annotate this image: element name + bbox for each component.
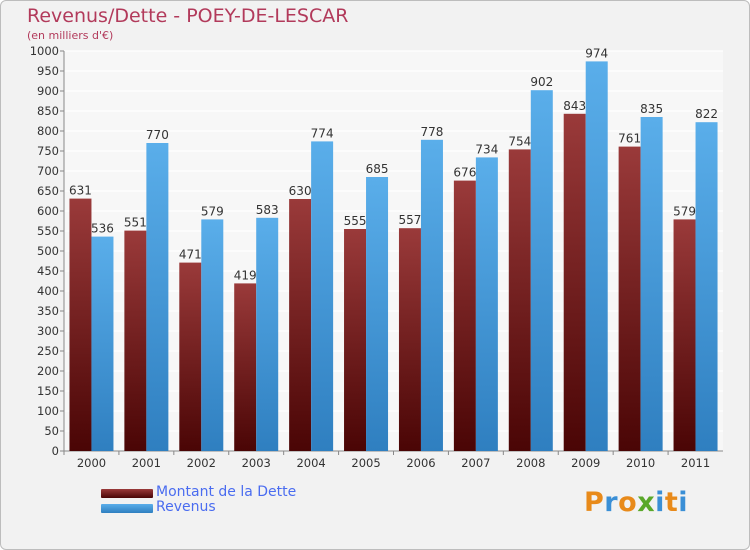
data-label-debt: 631 (69, 184, 92, 198)
bar-debt (124, 230, 147, 451)
chart-subtitle: (en milliers d'€) (27, 29, 114, 42)
bar-revenus (146, 143, 169, 451)
bar-debt (398, 228, 421, 451)
y-tick-label: 300 (37, 324, 59, 338)
x-tick-label: 2004 (296, 456, 325, 470)
data-label-revenus: 974 (585, 46, 608, 60)
data-label-debt: 754 (508, 134, 531, 148)
data-label-revenus: 579 (201, 204, 224, 218)
bar-revenus (201, 219, 224, 451)
bar-revenus (366, 177, 389, 451)
y-tick-label: 1000 (30, 44, 59, 58)
y-tick-label: 700 (37, 164, 59, 178)
data-label-revenus: 685 (366, 162, 389, 176)
data-label-revenus: 822 (695, 107, 718, 121)
bar-debt (508, 149, 531, 451)
x-tick-label: 2009 (571, 456, 600, 470)
legend-label-debt: Montant de la Dette (156, 484, 297, 500)
x-tick-label: 2001 (132, 456, 161, 470)
bar-revenus (640, 117, 663, 451)
x-tick-label: 2006 (406, 456, 435, 470)
logo-letter: r (604, 487, 619, 518)
bar-revenus (311, 141, 334, 451)
data-label-debt: 676 (453, 166, 476, 180)
y-tick-label: 200 (37, 364, 59, 378)
x-tick-label: 2008 (516, 456, 545, 470)
x-tick-label: 2003 (242, 456, 271, 470)
data-label-debt: 471 (179, 248, 202, 262)
chart-title: Revenus/Dette - POEY-DE-LESCAR (27, 5, 349, 27)
x-tick-label: 2010 (626, 456, 655, 470)
data-label-debt: 555 (344, 214, 367, 228)
data-label-debt: 419 (234, 268, 257, 282)
logo-letter: i (678, 487, 689, 518)
bar-debt (618, 146, 641, 451)
bar-debt (289, 199, 312, 451)
logo-letter: i (655, 487, 665, 518)
bar-revenus (420, 139, 443, 452)
y-tick-label: 900 (37, 84, 59, 98)
y-tick-label: 150 (37, 384, 59, 398)
data-label-revenus: 770 (146, 128, 169, 142)
y-tick-label: 50 (44, 424, 59, 438)
y-tick-label: 650 (37, 184, 59, 198)
data-label-revenus: 774 (311, 126, 334, 140)
legend-label-revenus: Revenus (156, 499, 216, 515)
data-label-debt: 843 (563, 99, 586, 113)
logo-letter: o (618, 487, 638, 518)
bar-debt (673, 219, 696, 451)
y-tick-label: 850 (37, 104, 59, 118)
data-label-revenus: 835 (640, 102, 663, 116)
data-label-revenus: 778 (421, 125, 444, 139)
data-label-debt: 579 (673, 204, 696, 218)
y-tick-label: 950 (37, 64, 59, 78)
y-tick-label: 450 (37, 264, 59, 278)
logo-letter: P (584, 487, 605, 518)
data-label-debt: 551 (124, 216, 147, 230)
data-label-debt: 761 (618, 132, 641, 146)
y-tick-label: 500 (37, 244, 59, 258)
bar-debt (234, 283, 257, 451)
bar-debt (69, 198, 92, 451)
data-label-revenus: 734 (475, 142, 498, 156)
x-tick-label: 2000 (77, 456, 106, 470)
data-label-revenus: 583 (256, 203, 279, 217)
logo-letter: t (664, 487, 679, 518)
data-label-revenus: 902 (530, 75, 553, 89)
data-label-revenus: 536 (91, 222, 114, 236)
y-tick-label: 250 (37, 344, 59, 358)
bar-revenus (695, 122, 718, 451)
legend-swatch-revenus (101, 504, 153, 513)
bar-revenus (256, 217, 279, 451)
x-tick-label: 2005 (351, 456, 380, 470)
bar-debt (179, 262, 202, 451)
y-tick-label: 600 (37, 204, 59, 218)
y-tick-label: 100 (37, 404, 59, 418)
y-tick-label: 750 (37, 144, 59, 158)
bar-debt (563, 113, 586, 452)
bar-debt (453, 180, 476, 451)
x-tick-label: 2011 (681, 456, 710, 470)
x-tick-label: 2002 (187, 456, 216, 470)
y-tick-label: 800 (37, 124, 59, 138)
y-tick-label: 400 (37, 284, 59, 298)
bar-revenus (475, 157, 498, 451)
legend-swatch-debt (101, 489, 153, 498)
y-tick-label: 350 (37, 304, 59, 318)
bar-revenus (585, 61, 608, 452)
bar-revenus (530, 90, 553, 451)
y-tick-label: 550 (37, 224, 59, 238)
x-tick-label: 2007 (461, 456, 490, 470)
bar-revenus (91, 236, 114, 451)
logo-letter: x (637, 487, 656, 518)
data-label-debt: 630 (289, 184, 312, 198)
proxiti-logo: Proxiti (584, 487, 688, 518)
bar-debt (344, 229, 367, 451)
data-label-debt: 557 (399, 213, 422, 227)
y-tick-label: 0 (52, 444, 59, 458)
